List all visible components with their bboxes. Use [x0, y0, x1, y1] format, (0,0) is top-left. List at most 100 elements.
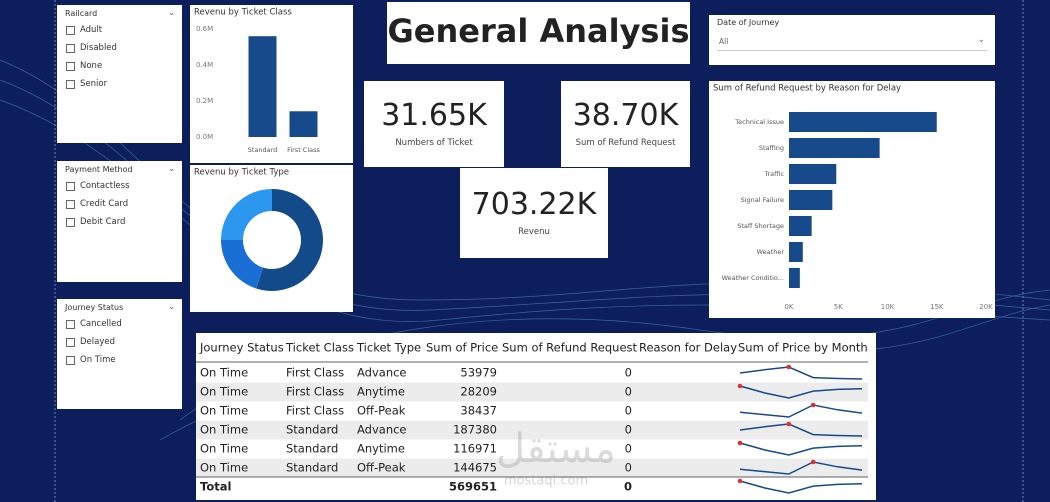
- chart-svg: Sum of Refund Request by Reason for Dela…: [713, 84, 993, 312]
- sparkline-max: [786, 364, 792, 370]
- y-tick-label: Signal Failure: [741, 196, 784, 204]
- sparkline: [739, 404, 863, 418]
- slicer-option[interactable]: Cancelled: [66, 319, 122, 329]
- table-cell: 0: [625, 442, 632, 456]
- table-cell: 28209: [460, 385, 497, 399]
- y-tick-label: Staffing: [759, 144, 784, 152]
- bar: [789, 138, 880, 158]
- slicer: Journey Status ⌄ Cancelled Delayed On Time: [57, 299, 182, 409]
- x-tick-label: Standard: [248, 146, 278, 154]
- watermark: مستقل: [496, 426, 616, 472]
- table-cell: 0: [625, 366, 632, 380]
- chart-card: Sum of Refund Request by Reason for Dela…: [709, 81, 995, 318]
- slicer-option[interactable]: Delayed: [66, 337, 115, 347]
- total-label: Total: [200, 480, 231, 494]
- y-tick-label: Technical Issue: [734, 118, 784, 126]
- option-label: None: [80, 61, 103, 71]
- option-label: Cancelled: [80, 319, 122, 329]
- column-header: Sum of Refund Request: [502, 341, 638, 355]
- checkbox: [66, 181, 75, 191]
- chart-title: Sum of Refund Request by Reason for Dela…: [713, 84, 901, 94]
- kpi-label: Revenu: [518, 227, 550, 237]
- row-stripe: [196, 382, 868, 402]
- kpi-label: Numbers of Ticket: [395, 138, 473, 148]
- checkbox: [66, 25, 75, 35]
- date-filter[interactable]: Date of Journey All ⌄: [709, 15, 995, 65]
- table-cell: Anytime: [357, 442, 405, 456]
- table-cell: Anytime: [357, 385, 405, 399]
- kpi-card: 703.22K Revenu: [460, 168, 608, 258]
- checkbox: [66, 43, 75, 53]
- chart-svg: Journey Status Ticket Class Ticket Type Sum…: [196, 341, 868, 494]
- table-cell: 116971: [453, 442, 497, 456]
- option-label: Debit Card: [80, 217, 126, 227]
- table-cell: On Time: [200, 423, 248, 437]
- table-cell: 0: [625, 461, 632, 475]
- kpi-label: Sum of Refund Request: [575, 138, 676, 148]
- kpi-value: 31.65K: [381, 98, 487, 133]
- sparkline-max: [737, 478, 743, 484]
- slicer-title: Railcard: [65, 9, 98, 18]
- sparkline: [739, 366, 863, 380]
- bar: [789, 242, 803, 262]
- column-header: Sum of Price by Month: [738, 341, 868, 355]
- column-header: Reason for Delay: [639, 341, 737, 355]
- chart-card: Revenu by Ticket Type: [190, 165, 353, 312]
- slicer-option[interactable]: On Time: [66, 355, 116, 365]
- table-cell: 187380: [453, 423, 497, 437]
- y-tick-label: Staff Shortage: [737, 222, 784, 230]
- table-cell: First Class: [286, 404, 344, 418]
- slicer-title: Payment Method: [65, 165, 133, 174]
- slicer-option[interactable]: Credit Card: [66, 199, 128, 209]
- slicer: Payment Method ⌄ Contactless Credit Card Deb…: [57, 161, 182, 282]
- sparkline: [739, 480, 863, 494]
- sparkline-max: [786, 421, 792, 427]
- x-tick-label: 0K: [784, 303, 793, 311]
- bar: [789, 216, 812, 236]
- table-cell: Standard: [286, 461, 338, 475]
- slicer-option[interactable]: Contactless: [66, 181, 130, 191]
- chart-title: Revenu by Ticket Type: [194, 168, 289, 178]
- table-cell: 144675: [453, 461, 497, 475]
- table-cell: 0: [625, 404, 632, 418]
- checkbox: [66, 337, 75, 347]
- chart-card: Revenu by Ticket Class 0.0M 0.2M 0.4M 0.6M St…: [190, 5, 353, 163]
- sparkline: [739, 442, 863, 456]
- chart-title: Revenu by Ticket Class: [194, 8, 292, 18]
- table-cell: Off-Peak: [357, 404, 406, 418]
- y-tick-label: 0.0M: [196, 133, 213, 141]
- bar: [789, 112, 937, 132]
- slicer-option[interactable]: Senior: [66, 79, 107, 89]
- table-cell: On Time: [200, 385, 248, 399]
- table-card: Journey Status Ticket Class Ticket Type Sum…: [196, 333, 876, 500]
- table-cell: 0: [625, 423, 632, 437]
- option-label: Credit Card: [80, 199, 129, 209]
- sparkline: [739, 423, 863, 437]
- x-tick-label: 5K: [834, 303, 843, 311]
- slicer-chevron: ⌄: [168, 302, 175, 311]
- row-stripe: [196, 420, 868, 440]
- column-header: Ticket Class: [285, 341, 354, 355]
- y-tick-label: 0.2M: [196, 97, 213, 105]
- kpi-card: 38.70K Sum of Refund Request: [561, 81, 690, 167]
- slicer-option[interactable]: Debit Card: [66, 217, 125, 227]
- y-tick-label: Weather Conditio...: [722, 274, 784, 282]
- slicer: Railcard ⌄ Adult Disabled None Senior: [57, 5, 182, 143]
- dropdown-chevron: ⌄: [977, 35, 985, 45]
- donut-slice: [256, 189, 323, 291]
- slicer-option[interactable]: Adult: [66, 25, 102, 35]
- table-cell: On Time: [200, 442, 248, 456]
- x-tick-label: First Class: [287, 146, 320, 154]
- sparkline-max: [810, 459, 816, 465]
- page-title: General Analysis: [387, 12, 690, 50]
- kpi-value: 38.70K: [572, 98, 679, 133]
- table-cell: Off-Peak: [357, 461, 406, 475]
- sparkline: [739, 461, 863, 475]
- slicer-option[interactable]: Disabled: [66, 43, 117, 53]
- date-dropdown[interactable]: All ⌄: [717, 34, 987, 51]
- table-cell: 38437: [460, 404, 497, 418]
- y-tick-label: Traffic: [763, 170, 784, 178]
- slicer-option[interactable]: None: [66, 61, 102, 71]
- table-cell: On Time: [200, 366, 248, 380]
- donut-slice: [221, 189, 272, 240]
